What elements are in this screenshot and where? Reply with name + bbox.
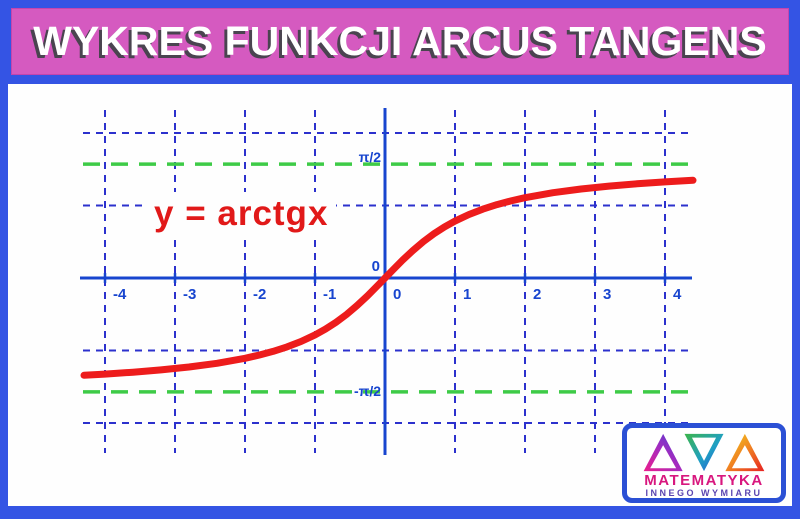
function-label: y = arctgx [146, 192, 337, 238]
triangle-middle-icon [684, 433, 724, 472]
x-tick-label: -1 [323, 286, 336, 303]
title-banner: WYKRES FUNKCJI ARCUS TANGENS [11, 8, 789, 75]
chart-area: -4 -3 -2 -1 0 1 2 3 4 0 π/2 -π/2 y = arctgx [8, 84, 792, 506]
logo-text-matematyka: MATEMATYKA [644, 472, 764, 489]
page-title: WYKRES FUNKCJI ARCUS TANGENS [33, 18, 767, 64]
x-tick-label: -2 [253, 286, 266, 303]
x-tick-label: 4 [673, 286, 682, 303]
triangle-right-icon [725, 433, 765, 472]
logo-box: MATEMATYKA INNEGO WYMIARU [622, 423, 786, 503]
logo-text-innego-wymiaru: INNEGO WYMIARU [645, 488, 763, 498]
x-tick-label: -3 [183, 286, 196, 303]
x-tick-label: 2 [533, 286, 541, 303]
arctg-plot: -4 -3 -2 -1 0 1 2 3 4 0 π/2 -π/2 [80, 108, 697, 455]
curve-arctg [80, 176, 697, 379]
asymptote-label: π/2 [359, 149, 382, 165]
triangle-left-icon [643, 433, 683, 472]
asymptote-label: -π/2 [354, 383, 381, 399]
x-tick-label: 3 [603, 286, 611, 303]
x-tick-label: 0 [393, 286, 401, 303]
origin-label: 0 [372, 258, 380, 275]
x-tick-label: -4 [113, 286, 127, 303]
three-triangles-icon [643, 433, 765, 472]
x-tick-label: 1 [463, 286, 471, 303]
